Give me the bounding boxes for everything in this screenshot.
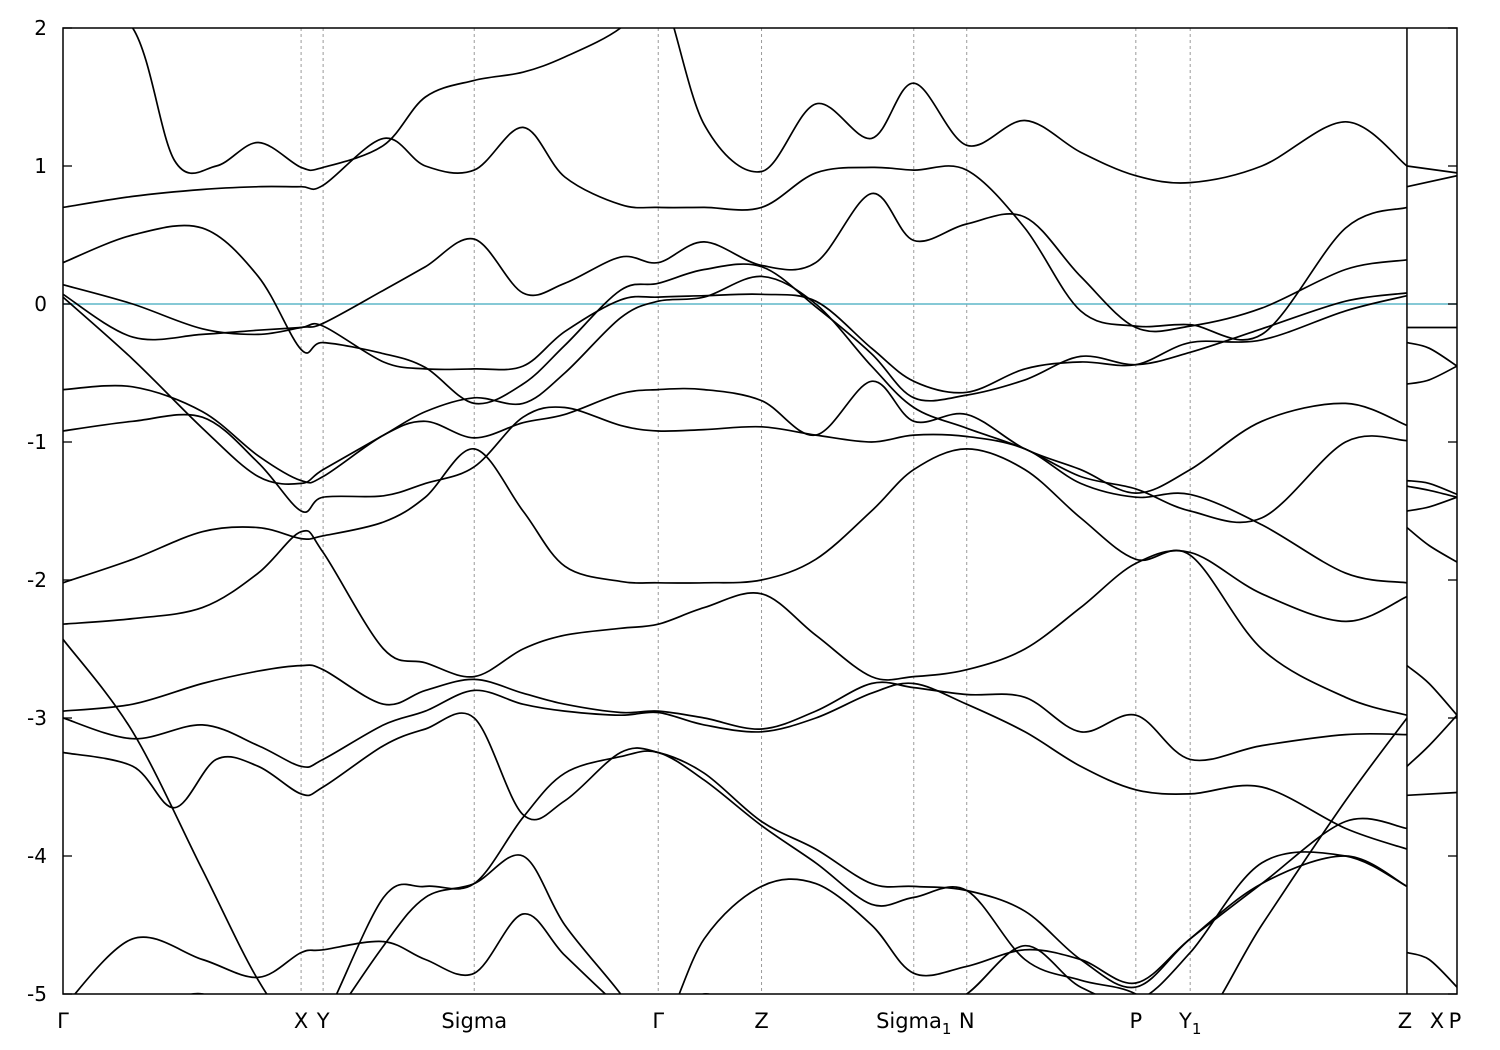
y-axis-ticks: 2 1 0 -1 -2 -3 -4 -5 (27, 16, 1457, 1006)
kpoint-label-9: Y1 (1178, 1009, 1201, 1038)
band-line-10 (63, 275, 1408, 524)
band-line-21 (1406, 479, 1457, 496)
y-tick-label-0: 2 (34, 16, 47, 40)
band-line-24 (1406, 526, 1457, 563)
band-line-28 (1406, 951, 1457, 988)
band-line-26 (1406, 714, 1457, 767)
kpoint-label-6: Sigma1 (876, 1009, 951, 1038)
kpoint-label-0: Γ (57, 1009, 69, 1033)
kpoint-label-1: X (294, 1009, 308, 1033)
band-line-23 (1406, 496, 1457, 512)
y-tick-label-5: -3 (27, 706, 47, 730)
band-line-2 (63, 192, 1408, 336)
kpoint-label-10: Z (1398, 1009, 1412, 1033)
band-line-7 (1406, 165, 1457, 174)
kpoint-label-7: N (959, 1009, 975, 1033)
band-line-14 (63, 682, 1408, 850)
band-line-15 (63, 712, 1408, 989)
plot-frame (62, 27, 1458, 995)
y-tick-label-2: 0 (34, 292, 47, 316)
band-line-12 (63, 529, 1408, 681)
band-line-9 (63, 406, 1408, 584)
kpoint-label-12: P (1449, 1009, 1462, 1033)
band-line-0 (63, 293, 1408, 394)
kpoint-label-11: X (1430, 1009, 1444, 1033)
kpoint-label-5: Z (754, 1009, 768, 1033)
band-line-17 (73, 817, 1408, 994)
y-tick-label-1: 1 (34, 154, 47, 178)
kpoint-label-4: Γ (652, 1009, 664, 1033)
y-tick-label-4: -2 (27, 568, 47, 592)
band-line-6 (131, 28, 1408, 184)
band-line-13 (63, 664, 1408, 762)
band-line-22 (1406, 485, 1457, 499)
x-axis-kpoint-labels: Γ X Y Sigma Γ Z Sigma1 N P Y1 Z X P (57, 1009, 1461, 1038)
band-line-19 (1406, 341, 1457, 367)
band-line-4 (63, 126, 1408, 341)
band-line-20 (1406, 365, 1457, 385)
y-tick-label-3: -1 (27, 430, 47, 454)
y-tick-label-7: -5 (27, 982, 47, 1006)
band-line-27 (1406, 791, 1457, 797)
y-tick-label-6: -4 (27, 844, 47, 868)
band-line-8 (63, 380, 1408, 494)
kpoint-label-8: P (1129, 1009, 1142, 1033)
band-line-5 (1406, 174, 1457, 188)
kpoint-label-3: Sigma (441, 1009, 507, 1033)
kpoint-label-2: Y (316, 1009, 330, 1033)
kpoint-gridlines (300, 28, 1191, 994)
band-line-25 (1406, 664, 1457, 716)
band-line-3 (63, 224, 1408, 405)
band-line-16 (63, 638, 1408, 994)
band-line-18 (188, 851, 1408, 994)
bands-layer (63, 28, 1457, 994)
band-line-11 (63, 448, 1408, 717)
